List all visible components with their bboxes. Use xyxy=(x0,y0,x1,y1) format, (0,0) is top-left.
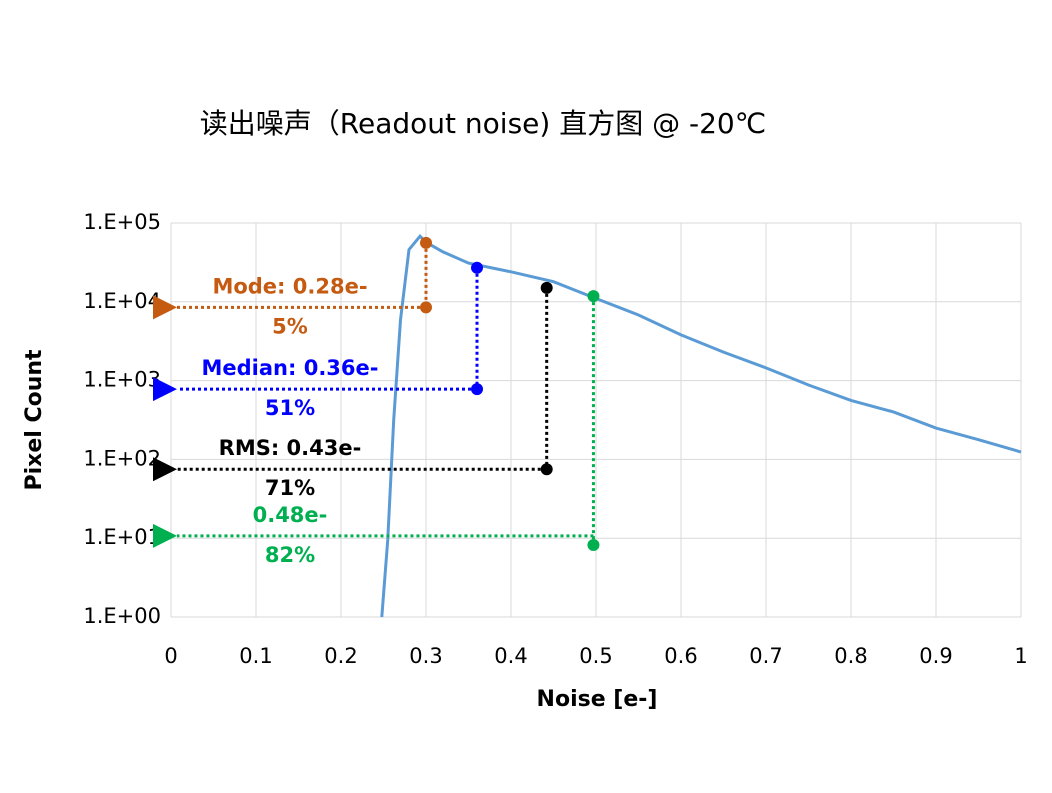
y-tick-label: 1.E+03 xyxy=(83,368,161,392)
x-tick-label: 0.3 xyxy=(409,644,442,668)
annotation-dot xyxy=(587,538,600,551)
x-tick-label: 0.6 xyxy=(664,644,697,668)
x-tick-label: 0.5 xyxy=(579,644,612,668)
annotation-sublabel: 82% xyxy=(265,543,315,567)
x-tick-label: 0.4 xyxy=(494,644,527,668)
annotation-sublabel: 71% xyxy=(265,476,315,500)
x-tick-label: 0.8 xyxy=(834,644,867,668)
annotation-dot xyxy=(420,301,432,314)
annotation-sublabel: 5% xyxy=(272,314,308,338)
x-tick-label: 0.7 xyxy=(749,644,782,668)
chart-title: 读出噪声（Readout noise) 直方图 @ -20℃ xyxy=(200,107,766,140)
annotation-sublabel: 51% xyxy=(265,396,315,420)
x-tick-label: 0.1 xyxy=(239,644,272,668)
x-tick-label: 1 xyxy=(1014,644,1027,668)
y-tick-label: 1.E+01 xyxy=(83,525,161,549)
annotation-dot xyxy=(471,261,483,274)
y-tick-label: 1.E+04 xyxy=(83,289,161,313)
annotation-dot xyxy=(540,463,553,476)
x-axis-label: Noise [e-] xyxy=(537,687,658,712)
y-axis-label: Pixel Count xyxy=(22,349,47,491)
annotation-label: Median: 0.36e- xyxy=(202,356,379,380)
annotation-dot xyxy=(420,236,432,249)
annotation-label: Mode: 0.28e- xyxy=(212,274,367,298)
data-line xyxy=(380,233,1022,618)
y-tick-label: 1.E+05 xyxy=(83,210,161,234)
annotation-dot xyxy=(587,290,600,303)
x-tick-label: 0 xyxy=(164,644,177,668)
annotation-dot xyxy=(471,383,483,396)
annotation-label: RMS: 0.43e- xyxy=(219,436,362,460)
x-tick-label: 0.2 xyxy=(324,644,357,668)
x-tick-label: 0.9 xyxy=(919,644,952,668)
annotation-dot xyxy=(540,281,553,294)
y-tick-label: 1.E+02 xyxy=(83,446,161,470)
annotation-label: 0.48e- xyxy=(253,503,328,527)
y-tick-label: 1.E+00 xyxy=(83,604,161,628)
